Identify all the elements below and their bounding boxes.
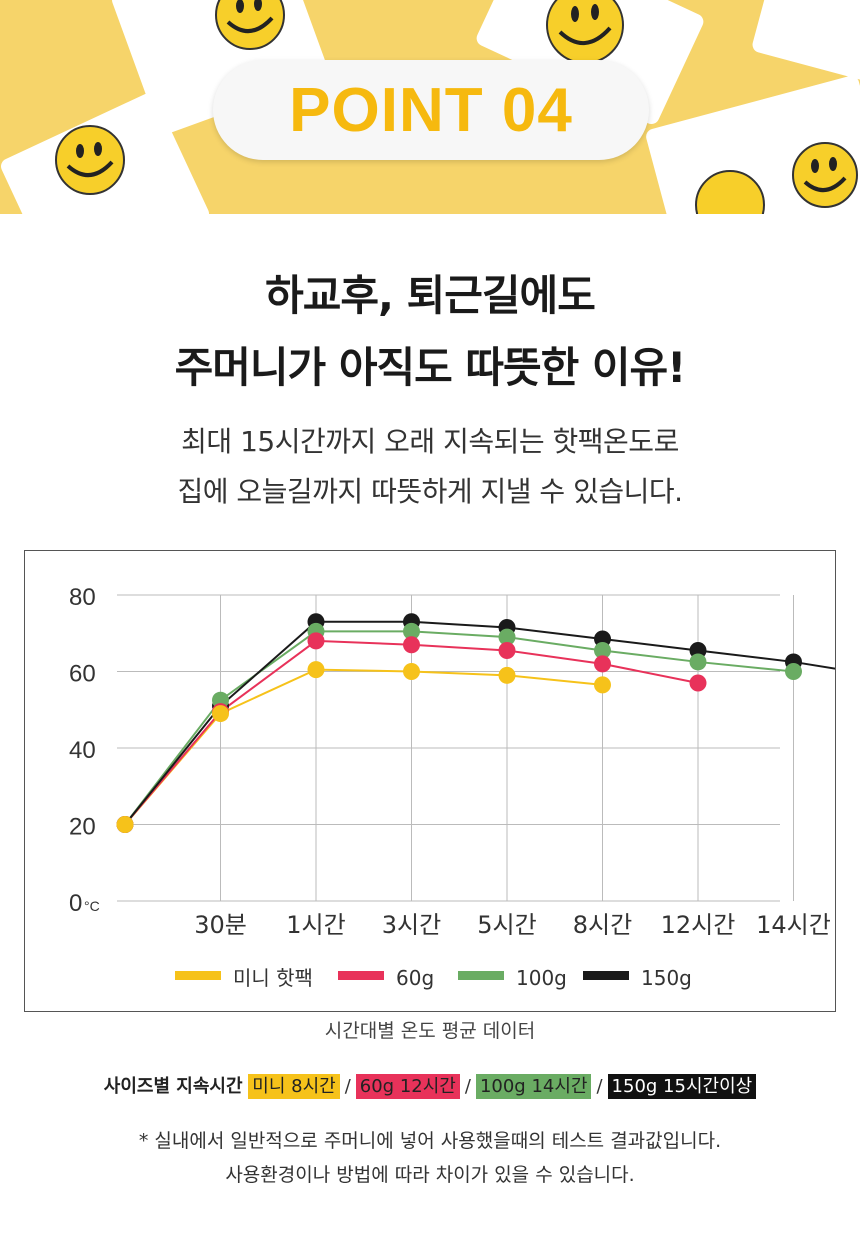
data-point	[212, 705, 229, 723]
duration-label: 사이즈별 지속시간	[103, 1076, 243, 1097]
subtitle-line-2: 집에 오늘길까지 따뜻하게 지낼 수 있습니다.	[177, 475, 683, 508]
x-tick-label: 30분	[194, 911, 247, 939]
legend-swatch	[583, 971, 629, 980]
series-line	[124, 630, 794, 826]
legend-swatch	[458, 971, 504, 980]
separator: /	[344, 1076, 351, 1097]
x-tick-label: 1시간	[286, 911, 345, 939]
duration-150g: 150g 15시간이상	[607, 1074, 757, 1099]
data-point	[307, 661, 325, 679]
data-point	[403, 636, 420, 654]
headline-line-2: 주머니가 아직도 따뜻한 이유!	[174, 343, 687, 392]
x-tick-label: 14시간	[756, 911, 831, 939]
note-line-1: * 실내에서 일반적으로 주머니에 넣어 사용했을때의 테스트 결과값입니다.	[138, 1130, 722, 1152]
separator: /	[464, 1076, 471, 1097]
duration-by-size: 사이즈별 지속시간 미니 8시간/60g 12시간/100g 14시간/150g…	[0, 1072, 860, 1099]
x-tick-label: 5시간	[477, 911, 536, 939]
data-point	[307, 632, 325, 650]
series-line	[124, 620, 835, 826]
data-point	[116, 816, 134, 833]
data-point	[785, 663, 802, 680]
legend-label: 100g	[516, 966, 567, 990]
legend-label: 150g	[641, 966, 692, 990]
smiley-packet-5	[752, 0, 860, 85]
smiley-packet-3	[1, 93, 209, 214]
data-point	[403, 663, 420, 680]
subtitle-line-1: 최대 15시간까지 오래 지속되는 핫팩온도로	[181, 425, 679, 458]
duration-60g: 60g 12시간	[355, 1074, 460, 1099]
point-badge-label: POINT 04	[289, 75, 573, 145]
y-unit-label: °C	[84, 898, 100, 914]
smiley-packet-4	[646, 75, 860, 214]
legend-label: 60g	[396, 966, 434, 990]
y-tick-label: 20	[69, 814, 96, 841]
x-tick-label: 3시간	[382, 911, 441, 939]
chart-caption: 시간대별 온도 평균 데이터	[324, 1020, 536, 1042]
data-point	[689, 653, 707, 671]
legend-label: 미니 핫팩	[233, 966, 313, 990]
hero-banner: POINT 04	[0, 0, 860, 214]
data-point	[594, 655, 611, 673]
legend-swatch	[175, 971, 221, 980]
y-tick-label: 80	[69, 584, 96, 611]
duration-100g: 100g 14시간	[475, 1074, 592, 1099]
x-tick-label: 12시간	[661, 911, 736, 939]
y-tick-label: 40	[69, 737, 96, 764]
duration-mini: 미니 8시간	[248, 1074, 340, 1099]
point-badge: POINT 04	[213, 60, 649, 160]
legend-swatch	[338, 971, 384, 980]
headline-line-1: 하교후, 퇴근길에도	[265, 271, 596, 320]
series-line	[124, 668, 603, 826]
note-line-2: 사용환경이나 방법에 따라 차이가 있을 수 있습니다.	[225, 1164, 635, 1186]
data-point	[498, 666, 516, 684]
data-point	[498, 628, 516, 646]
separator: /	[596, 1076, 603, 1097]
data-point	[403, 622, 420, 640]
data-point	[498, 641, 516, 659]
data-point	[689, 674, 707, 692]
y-tick-label: 60	[69, 661, 96, 688]
data-point	[594, 641, 611, 659]
data-point	[594, 676, 611, 694]
y-tick-label: 0	[69, 890, 82, 917]
x-tick-label: 8시간	[573, 911, 632, 939]
